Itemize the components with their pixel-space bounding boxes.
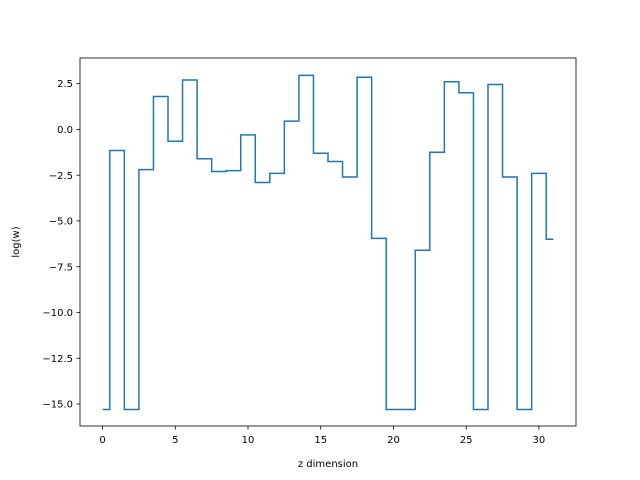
y-axis-ticks: 2.5 0.0 −2.5 −5.0 −7.5 −10.0 −12.5 −15.0 — [42, 79, 80, 411]
x-tick-label: 25 — [460, 435, 473, 446]
plot-area — [102, 74, 554, 411]
x-tick-label: 20 — [387, 435, 400, 446]
x-axis-label: z dimension — [298, 459, 358, 470]
y-tick-label: 2.5 — [57, 79, 73, 90]
x-tick-label: 5 — [172, 435, 178, 446]
y-tick-label: −12.5 — [42, 354, 73, 365]
series-line-0 — [102, 74, 554, 411]
y-tick-label: −2.5 — [49, 171, 73, 182]
x-tick-label: 30 — [533, 435, 546, 446]
axes-frame — [79, 57, 577, 427]
y-axis-label: log(w) — [11, 226, 22, 257]
x-tick-label: 0 — [99, 435, 105, 446]
y-tick-label: 0.0 — [57, 125, 73, 136]
x-tick-label: 10 — [242, 435, 255, 446]
x-axis-ticks: 0 5 10 15 20 25 30 — [99, 426, 545, 446]
y-tick-label: −7.5 — [49, 262, 73, 273]
x-tick-label: 15 — [314, 435, 327, 446]
y-tick-label: −10.0 — [42, 308, 73, 319]
y-tick-label: −15.0 — [42, 400, 73, 411]
y-tick-label: −5.0 — [49, 217, 73, 228]
